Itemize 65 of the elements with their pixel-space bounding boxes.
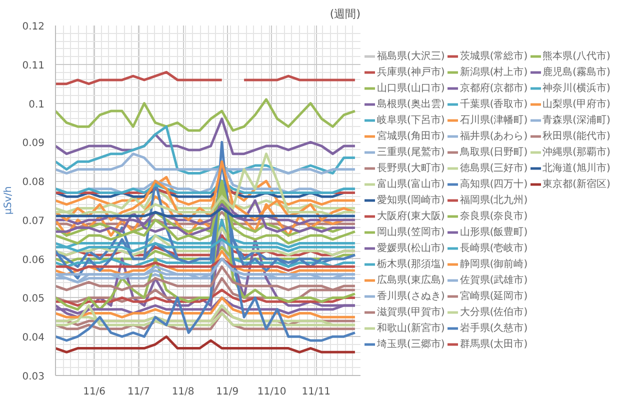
legend-label: 沖縄県(那覇市) [542,146,610,159]
x-tick-label: 11/6 [83,386,106,398]
legend-label: 山形県(飯豊町) [460,226,528,239]
legend-label: 福島県(大沢三) [377,50,445,63]
legend-label: 香川県(さぬき) [377,290,445,303]
legend-label: 群馬県(太田市) [460,338,528,351]
y-tick-label: 0.11 [22,60,44,72]
legend-label: 北海道(旭川市) [542,162,610,175]
legend-label: 佐賀県(武雄市) [460,274,528,287]
legend-label: 宮城県(角田市) [377,130,445,143]
legend-label: 石川県(津幡町) [460,114,528,127]
legend-label: 岐阜県(下呂市) [377,114,445,127]
legend-label: 長野県(大町市) [377,162,445,175]
legend-label: 千葉県(香取市) [460,98,528,111]
legend-label: 三重県(尾鷲市) [377,146,445,159]
legend-label: 奈良県(奈良市) [460,210,528,223]
x-tick-label: 11/11 [302,386,331,398]
legend-label: 東京都(新宿区) [542,178,610,191]
x-tick-label: 11/7 [127,386,150,398]
legend-label: 和歌山(新宮市) [377,322,445,335]
legend-label: 栃木県(那須塩) [377,258,445,271]
x-tick-label: 11/9 [216,386,239,398]
legend-label: 神奈川(横浜市) [542,82,610,95]
legend-label: 茨城県(常総市) [460,50,528,63]
legend-label: 愛知県(岡崎市) [377,194,445,207]
legend-label: 岩手県(久慈市) [460,322,528,335]
legend-label: 鹿児島(霧島市) [542,66,610,79]
y-axis-title: μSv/h [3,186,14,215]
y-tick-label: 0.06 [22,254,44,266]
y-tick-label: 0.12 [22,22,44,32]
chart-title: (週間) [330,8,361,20]
legend-label: 宮崎県(延岡市) [460,290,528,303]
legend-label: 秋田県(能代市) [542,130,610,143]
legend-label: 富山県(富山市) [377,178,445,191]
y-tick-label: 0.08 [22,177,44,188]
legend-label: 埼玉県(三郷市) [377,338,445,351]
legend-label: 島根県(奥出雲) [377,98,445,111]
legend-label: 新潟県(村上市) [460,66,528,79]
legend-label: 鳥取県(日野町) [460,146,528,159]
y-tick-label: 0.1 [28,99,45,110]
legend-label: 愛媛県(松山市) [377,242,445,255]
legend-label: 福井県(あわら) [460,130,528,143]
x-tick-label: 11/10 [257,386,286,398]
legend-label: 滋賀県(甲賀市) [377,306,445,319]
legend-label: 熊本県(八代市) [542,50,610,63]
legend-label: 高知県(四万十) [460,178,528,191]
legend-label: 大分県(佐伯市) [460,306,528,319]
legend-label: 福岡県(北九州) [460,194,528,207]
legend-label: 山梨県(甲府市) [542,98,610,111]
y-tick-label: 0.09 [22,138,44,150]
legend-label: 広島県(東広島) [377,274,445,287]
legend-label: 京都府(京都市) [460,82,528,95]
legend-label: 兵庫県(神戸市) [377,66,445,79]
legend-label: 長崎県(壱岐市) [460,242,528,255]
legend-label: 青森県(深浦町) [542,114,610,127]
legend-label: 大阪府(東大阪) [377,210,445,223]
legend-label: 徳島県(三好市) [460,162,528,175]
legend-label: 山口県(山口市) [377,82,445,95]
y-tick-label: 0.07 [22,216,44,227]
legend-label: 岡山県(笠岡市) [377,226,445,239]
y-tick-label: 0.05 [22,294,44,305]
legend-label: 静岡県(御前崎) [460,258,528,271]
x-tick-label: 11/8 [172,386,194,398]
y-tick-label: 0.04 [22,332,44,344]
y-tick-label: 0.03 [22,372,44,382]
